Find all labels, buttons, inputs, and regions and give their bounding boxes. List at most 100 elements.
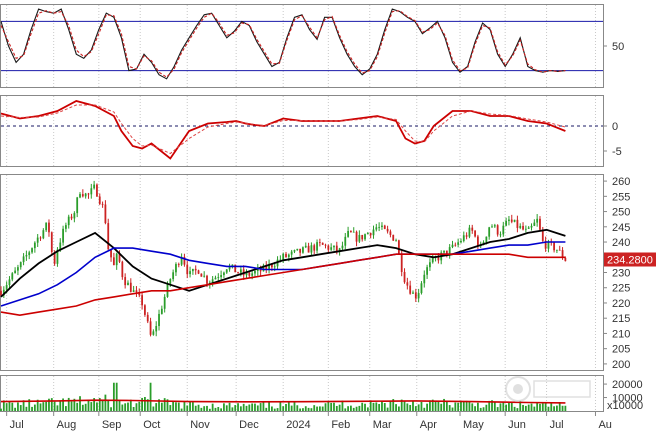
x-axis-label-6: 2024 (286, 419, 310, 431)
volume-bar-109 (307, 407, 310, 411)
volume-bar-53 (149, 382, 152, 411)
price-candle-body-137 (386, 228, 389, 232)
macd-series-1-line (0, 104, 566, 155)
volume-bar-159 (448, 405, 451, 411)
volume-bar-155 (437, 401, 440, 411)
price-candle-body-3 (8, 279, 11, 286)
volume-bar-89 (251, 403, 254, 411)
volume-bar-138 (389, 400, 392, 411)
price-candle-body-115 (324, 244, 327, 246)
price-candle-body-113 (318, 242, 321, 243)
price-candle-body-12 (33, 242, 36, 249)
macd-frame (0, 95, 604, 167)
price-candle-body-194 (547, 241, 550, 249)
price-candle-body-150 (423, 274, 426, 284)
volume-bar-188 (530, 403, 533, 411)
volume-bar-135 (381, 400, 383, 411)
volume-bar-27 (76, 402, 79, 411)
x-axis-label-7: Feb (331, 419, 350, 431)
price-candle-body-120 (338, 248, 341, 252)
x-axis-label-4: Nov (190, 419, 210, 431)
price-candle-body-165 (465, 235, 468, 237)
price-candle-body-19 (53, 252, 56, 264)
volume-bar-191 (539, 403, 541, 411)
volume-bar-156 (440, 403, 443, 411)
price-candle-body-95 (268, 264, 270, 270)
price-tick-label-11: 255 (612, 191, 630, 203)
price-candle-body-75 (211, 279, 214, 283)
volume-bar-179 (505, 404, 508, 411)
price-candle-body-169 (476, 236, 479, 247)
volume-bar-192 (541, 403, 544, 411)
price-candle-body-88 (248, 272, 251, 276)
volume-bar-18 (50, 398, 53, 411)
price-candle-body-33 (93, 184, 96, 189)
volume-bar-102 (287, 401, 290, 411)
price-tick-label-1: 205 (612, 344, 630, 356)
price-tick-label-9: 245 (612, 222, 630, 234)
price-candle-body-79 (223, 272, 225, 276)
price-candle-body-152 (429, 262, 431, 268)
volume-bar-77 (217, 406, 220, 411)
stochastic-series-0-line (0, 8, 566, 80)
volume-bar-72 (203, 406, 206, 411)
volume-bar-8 (22, 400, 25, 411)
volume-bar-24 (67, 397, 70, 411)
volume-bar-90 (254, 403, 256, 411)
volume-bar-122 (344, 408, 347, 411)
volume-bar-7 (19, 405, 22, 411)
price-candle-body-122 (344, 236, 347, 246)
volume-bar-184 (519, 400, 522, 411)
volume-bar-46 (129, 399, 132, 411)
volume-bar-167 (471, 403, 474, 411)
volume-bar-150 (423, 407, 426, 411)
price-candle-body-25 (70, 216, 73, 219)
price-candle-body-185 (522, 225, 524, 230)
volume-bar-59 (166, 399, 169, 411)
volume-bar-26 (73, 398, 76, 411)
volume-bar-95 (268, 402, 270, 411)
price-candle-body-42 (118, 253, 121, 262)
volume-bar-16 (45, 401, 48, 411)
volume-bar-154 (434, 400, 437, 411)
volume-bar-96 (271, 406, 273, 411)
price-candle-body-37 (104, 204, 107, 224)
price-candle-body-146 (412, 292, 414, 294)
price-candle-body-135 (381, 225, 383, 227)
price-candle-body-147 (414, 292, 417, 299)
price-candle-body-34 (96, 184, 98, 197)
volume-bar-129 (364, 403, 366, 411)
price-candle-body-148 (417, 293, 420, 299)
volume-bar-47 (132, 406, 135, 411)
price-candle-body-182 (513, 219, 516, 222)
price-candle-body-47 (132, 290, 135, 292)
volume-bar-12 (33, 404, 36, 411)
volume-bar-79 (223, 403, 225, 411)
price-candle-body-196 (553, 242, 555, 251)
price-tick-label-0: 200 (612, 359, 630, 371)
volume-bar-124 (350, 405, 352, 411)
volume-bar-182 (513, 406, 516, 411)
volume-bar-61 (172, 400, 175, 411)
volume-bar-84 (237, 403, 239, 411)
price-candle-body-22 (62, 228, 64, 243)
price-candle-body-103 (290, 251, 293, 255)
price-candle-body-26 (73, 213, 76, 219)
volume-bar-157 (443, 398, 445, 411)
price-candle-body-198 (558, 249, 561, 251)
price-candle-body-1 (2, 289, 5, 296)
volume-bar-198 (558, 402, 561, 411)
price-candle-body-16 (45, 222, 48, 231)
volume-bar-175 (493, 402, 496, 411)
volume-bar-200 (564, 405, 567, 411)
price-candle-body-68 (191, 268, 194, 272)
price-candle-body-94 (265, 265, 268, 270)
price-candle-body-90 (254, 270, 256, 274)
price-candle-body-66 (186, 264, 189, 275)
price-candle-body-27 (76, 197, 79, 214)
price-candle-body-200 (564, 257, 567, 262)
price-candle-body-138 (389, 231, 392, 235)
volume-bar-40 (112, 382, 115, 411)
x-axis-label-10: May (463, 419, 484, 431)
